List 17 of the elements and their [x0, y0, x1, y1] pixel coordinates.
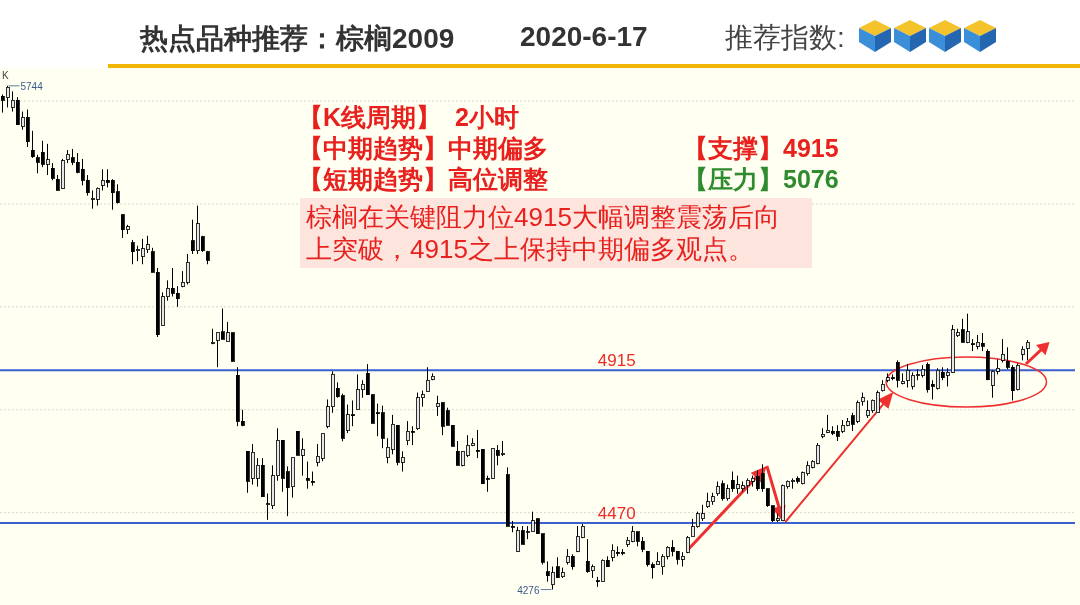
annotation: 4276 [517, 584, 540, 596]
text: 推荐指数: [725, 21, 845, 55]
candlestick [1000, 338, 1005, 363]
annotation: 【中期趋势】中期偏多 [298, 133, 548, 164]
annotation: 【短期趋势】高位调整 [298, 164, 548, 195]
annotation: 棕榈在关键阻力位4915大幅调整震荡后向上突破，4915之上保持中期偏多观点。 [300, 198, 812, 268]
candlestick [425, 366, 430, 393]
chart-subtitle: 2020-6-17 [520, 21, 648, 52]
annotation: 【K线周期】 2小时 [298, 102, 519, 133]
annotation: 【压力】5076 [683, 164, 839, 195]
candlestick [1025, 339, 1030, 361]
annotation: 【支撑】4915 [683, 133, 839, 164]
ref-line-label: 4915 [597, 351, 636, 371]
ref-line-label: 4470 [597, 503, 636, 523]
annotation: 5744 [20, 80, 44, 92]
annotation: K [2, 70, 9, 81]
chart-title: 热点品种推荐：棕榈2009 [139, 23, 455, 54]
